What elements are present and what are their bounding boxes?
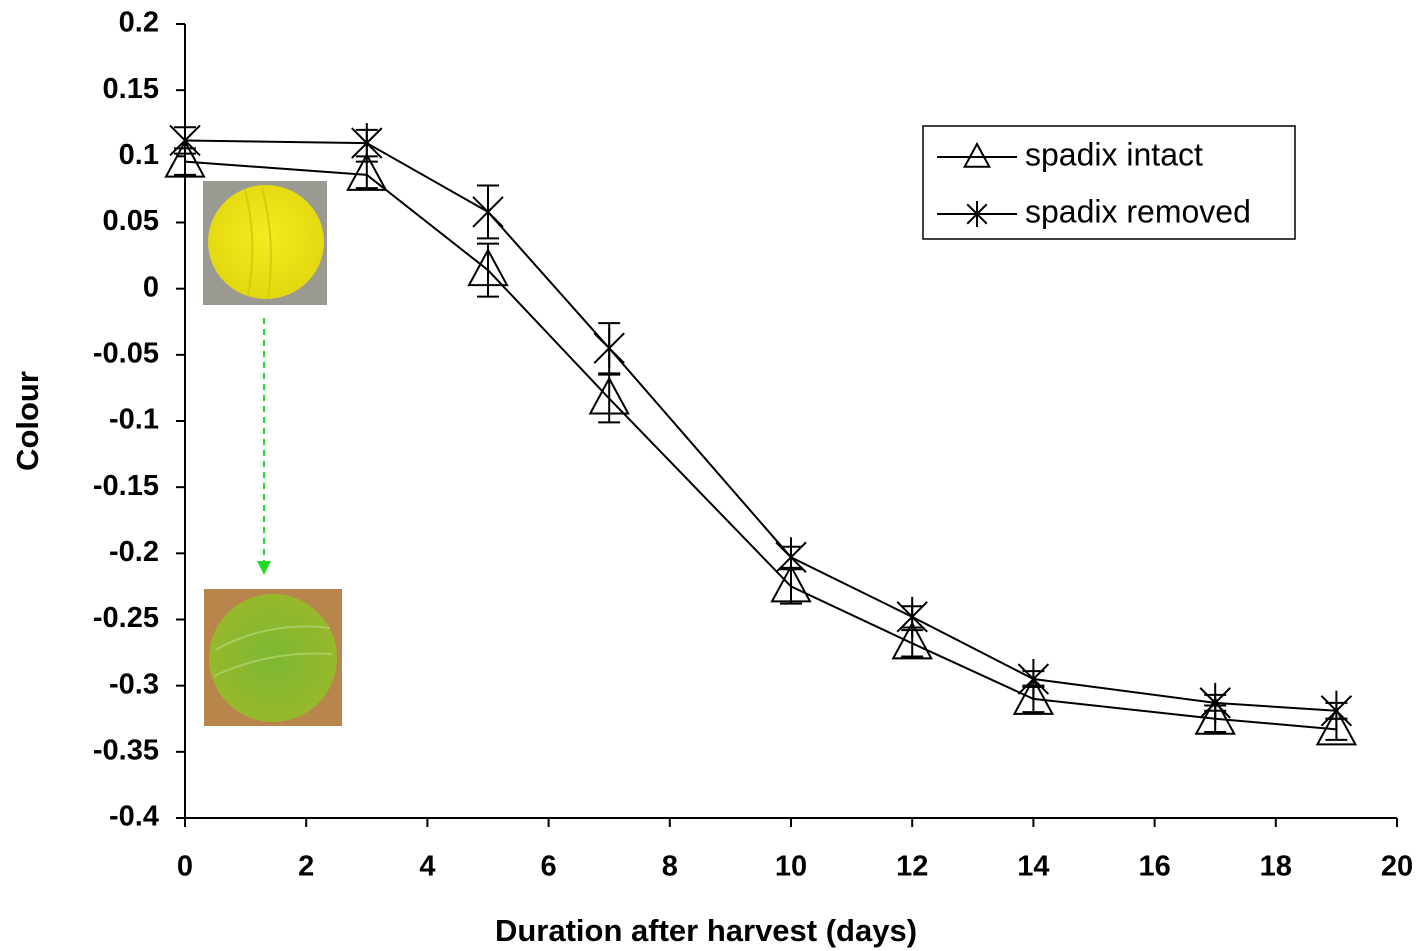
x-tick-label: 12 [896,851,928,883]
data-point [351,123,383,164]
data-point [1320,690,1353,731]
data-point [1199,682,1231,723]
data-point [1017,659,1050,700]
data-point [896,596,928,637]
y-axis-title: Colour [10,371,45,471]
y-tick-label: -0.35 [93,734,159,766]
legend-label: spadix removed [1025,193,1251,229]
x-tick-label: 14 [1017,851,1049,883]
x-tick-label: 16 [1138,851,1170,883]
error-bar [598,373,621,424]
data-point [775,537,807,578]
data-point [467,248,509,287]
x-tick-label: 20 [1381,851,1413,883]
data-point [472,191,504,232]
y-tick-label: -0.3 [109,668,159,700]
data-point [1012,676,1055,715]
y-tick-label: -0.2 [109,536,159,568]
data-point [770,564,812,603]
legend-label: spadix intact [1025,136,1203,172]
y-tick-label: -0.05 [93,337,159,369]
data-point [169,120,201,161]
y-tick-label: 0.15 [103,73,159,105]
data-point [891,621,933,660]
y-tick-label: -0.25 [93,602,159,634]
data-point [164,139,206,178]
data-point [1194,696,1236,735]
x-tick-label: 6 [541,851,557,883]
x-tick-label: 0 [177,851,193,883]
data-point [593,328,625,369]
legend-box [922,125,1296,240]
x-tick-label: 4 [419,851,435,883]
x-tick-label: 10 [775,851,807,883]
green-disk-photo [204,589,342,726]
y-tick-label: 0.1 [119,139,159,171]
data-point [346,152,388,191]
x-tick-label: 8 [662,851,678,883]
y-tick-label: -0.1 [109,404,159,436]
legend-marker [966,201,988,227]
y-tick-label: -0.4 [109,801,159,833]
data-point [1315,707,1358,746]
legend-marker [962,141,992,168]
y-tick-label: 0 [143,271,159,303]
series-line [184,160,1337,731]
x-tick-label: 2 [298,851,314,883]
yellow-disk-photo [203,181,327,305]
x-tick-label: 18 [1260,851,1292,883]
data-point [588,376,630,415]
arrow-head [257,561,271,575]
x-axis-title: Duration after harvest (days) [495,913,917,948]
error-bar [477,242,499,298]
y-tick-label: 0.05 [103,205,159,237]
y-tick-label: 0.2 [119,7,159,39]
y-tick-label: -0.15 [93,470,159,502]
